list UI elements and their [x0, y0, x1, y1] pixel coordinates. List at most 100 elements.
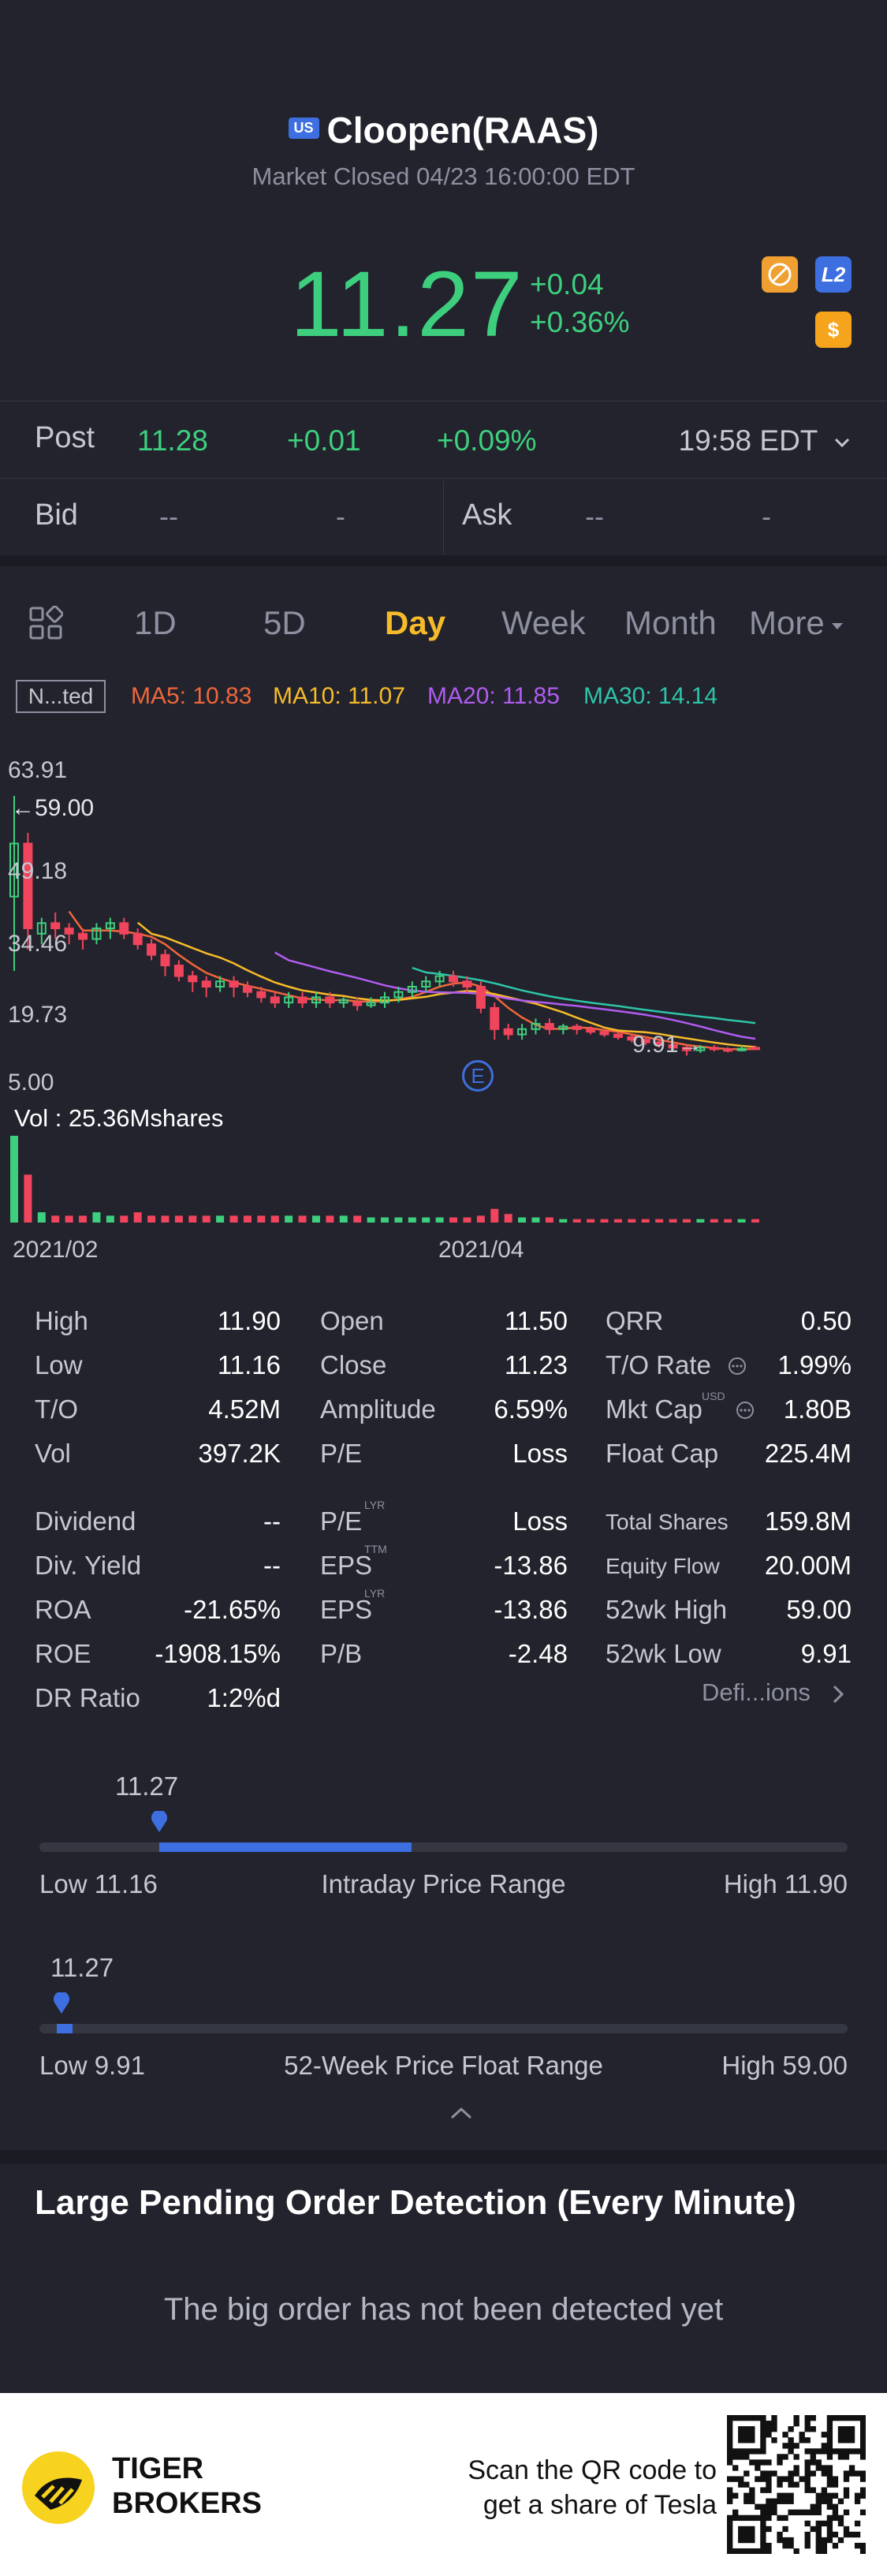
volume-bar [737, 1219, 746, 1223]
qr-module [777, 2476, 783, 2482]
qr-module [804, 2531, 811, 2538]
qr-module [760, 2426, 766, 2432]
qr-module [826, 2443, 833, 2449]
qr-module [766, 2476, 772, 2482]
qr-module [804, 2415, 811, 2421]
qr-module [854, 2498, 861, 2504]
candle [23, 833, 33, 950]
brand-line-2: BROKERS [112, 2487, 263, 2520]
volume-bar [641, 1219, 650, 1223]
definitions-link[interactable]: Defi...ions [702, 1678, 847, 1707]
tab-more[interactable]: More [749, 604, 845, 642]
dollar-icon[interactable]: $ [815, 312, 852, 348]
l2-icon[interactable]: L2 [815, 256, 852, 293]
volume-bar [422, 1217, 430, 1223]
qr-module [848, 2415, 855, 2421]
qr-module [837, 2498, 844, 2504]
tab-5d[interactable]: 5D [263, 604, 306, 641]
volume-bar [174, 1215, 183, 1223]
qr-module [744, 2426, 750, 2432]
stat-value: 0.50 [800, 1306, 852, 1335]
low-marker-arrow: → [678, 1032, 703, 1058]
candle [256, 987, 266, 1003]
qr-module [766, 2421, 772, 2427]
qr-module [815, 2459, 822, 2466]
qr-module [788, 2476, 794, 2482]
qr-module [727, 2415, 733, 2421]
qr-module [760, 2548, 766, 2554]
qr-module [804, 2520, 811, 2527]
compass-icon[interactable] [762, 256, 798, 293]
qr-module [738, 2476, 744, 2482]
layout-grid-icon[interactable] [28, 605, 64, 644]
candle [78, 928, 88, 950]
qr-module [727, 2498, 733, 2504]
qr-module [749, 2492, 755, 2499]
low-marker-value: 9.91 [632, 1032, 679, 1058]
tab-month[interactable]: Month [624, 604, 717, 641]
qr-module [815, 2531, 822, 2538]
qr-module [804, 2437, 811, 2443]
candle [751, 1045, 760, 1051]
tab-day[interactable]: Day [385, 604, 446, 641]
qr-module [848, 2465, 855, 2471]
qr-module [760, 2520, 766, 2527]
tab-1d[interactable]: 1D [134, 604, 177, 641]
tab-week[interactable]: Week [501, 604, 586, 641]
candle [366, 997, 376, 1008]
qr-module [815, 2520, 822, 2527]
qr-module [804, 2487, 811, 2493]
volume-bar [10, 1136, 18, 1223]
candle [215, 976, 225, 992]
volume-bar [311, 1215, 320, 1223]
volume-bar [435, 1217, 444, 1223]
volume-bar [518, 1217, 527, 1223]
qr-module [859, 2509, 866, 2516]
qr-module [859, 2432, 866, 2438]
candle [654, 1040, 665, 1048]
volume-bar [531, 1217, 540, 1223]
post-time-dropdown[interactable]: 19:58 EDT [679, 424, 852, 457]
intraday-pin-icon [151, 1811, 167, 1832]
info-icon[interactable] [735, 1400, 755, 1421]
x-tick-label: 2021/04 [438, 1237, 524, 1263]
qr-module [749, 2432, 755, 2438]
qr-module [744, 2526, 750, 2533]
volume-bar [353, 1215, 362, 1223]
qr-module [766, 2526, 772, 2533]
qr-module [804, 2470, 811, 2477]
candle [325, 991, 335, 1008]
high-marker-arrow: ← [11, 795, 35, 821]
qr-module [804, 2421, 811, 2427]
qr-module [766, 2470, 772, 2477]
qr-module [793, 2443, 799, 2449]
qr-module [815, 2542, 822, 2549]
qr-module [859, 2548, 866, 2554]
qr-module [821, 2520, 828, 2527]
qr-module [804, 2448, 811, 2455]
qr-module [843, 2487, 850, 2493]
qr-module [755, 2448, 761, 2455]
candle [613, 1032, 623, 1040]
qr-module [837, 2437, 844, 2443]
earnings-event-marker[interactable]: E [462, 1060, 494, 1092]
divider [0, 478, 887, 479]
qr-code-image[interactable] [727, 2415, 866, 2554]
low-marker: 9.91→ [632, 1032, 702, 1058]
volume-bar [408, 1217, 416, 1223]
adjust-button[interactable]: N...ted [16, 680, 106, 713]
collapse-chevron-up-icon[interactable] [448, 2104, 475, 2122]
qr-module [760, 2526, 766, 2533]
info-icon[interactable] [727, 1356, 747, 1376]
qr-module [744, 2454, 750, 2460]
candle [736, 1045, 747, 1052]
large-order-message: The big order has not been detected yet [163, 2292, 724, 2327]
qr-module [744, 2537, 750, 2544]
y-tick-label: 49.18 [8, 858, 68, 884]
qr-module [859, 2415, 866, 2421]
qr-module [738, 2454, 744, 2460]
candlestick-chart[interactable] [0, 741, 887, 1262]
qr-module [744, 2481, 750, 2488]
stat-value: -21.65% [184, 1595, 281, 1624]
qr-module [738, 2415, 744, 2421]
